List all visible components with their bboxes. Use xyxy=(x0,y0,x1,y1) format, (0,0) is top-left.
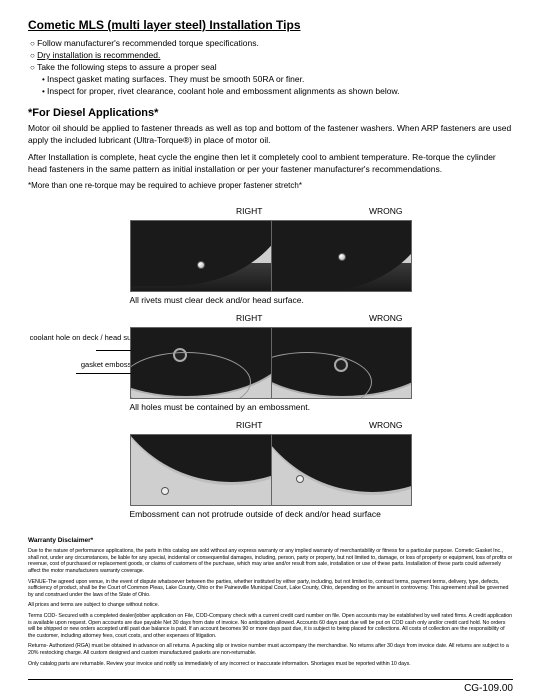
warranty-paragraph: VENUE-The agreed upon venue, in the even… xyxy=(28,579,513,599)
diagram-pair xyxy=(130,327,412,399)
bullet-item: Follow manufacturer's recommended torque… xyxy=(30,38,513,50)
coolant-label: coolant hole on deck / head surface xyxy=(18,333,148,342)
warranty-heading: Warranty Disclaimer* xyxy=(28,537,513,544)
diagram-row-1 xyxy=(28,220,513,292)
warranty-paragraph: Terms COD- Secured with a completed deal… xyxy=(28,613,513,639)
leader-labels: coolant hole on deck / head surface gask… xyxy=(18,333,148,369)
diagram-panel-wrong xyxy=(271,435,411,505)
bullet-text: Dry installation is recommended. xyxy=(37,50,160,60)
sub-bullet-item: Inspect gasket mating surfaces. They mus… xyxy=(42,74,513,86)
footer-rule xyxy=(28,679,513,680)
diagram-pair xyxy=(130,220,412,292)
warranty-paragraph: All prices and terms are subject to chan… xyxy=(28,602,513,609)
wrong-label: WRONG xyxy=(271,313,411,323)
right-label: RIGHT xyxy=(131,420,271,430)
diagram-pair xyxy=(130,434,412,506)
diagram-caption: All rivets must clear deck and/or head s… xyxy=(130,295,412,305)
warranty-paragraph: Only catalog parts are returnable. Revie… xyxy=(28,661,513,668)
right-label: RIGHT xyxy=(131,313,271,323)
sub-bullet-item: Inspect for proper, rivet clearance, coo… xyxy=(42,86,513,98)
diagram-panel-wrong xyxy=(271,221,411,291)
diagram-panel-right xyxy=(131,435,271,505)
diagram-caption: Embossment can not protrude outside of d… xyxy=(130,509,412,519)
page-title: Cometic MLS (multi layer steel) Installa… xyxy=(28,18,513,32)
page-code: CG-109.00 xyxy=(464,683,513,694)
right-wrong-header: RIGHT WRONG xyxy=(28,420,513,430)
diesel-paragraph: After Installation is complete, heat cyc… xyxy=(28,152,513,175)
right-wrong-header: RIGHT WRONG xyxy=(28,206,513,216)
wrong-label: WRONG xyxy=(271,420,411,430)
warranty-paragraph: Returns- Authorized (RGA) must be obtain… xyxy=(28,643,513,656)
diesel-heading: *For Diesel Applications* xyxy=(28,107,513,119)
right-label: RIGHT xyxy=(131,206,271,216)
right-wrong-header: RIGHT WRONG xyxy=(28,313,513,323)
diesel-note: *More than one re-torque may be required… xyxy=(28,181,513,192)
diesel-paragraph: Motor oil should be applied to fastener … xyxy=(28,123,513,146)
diagram-panel-right xyxy=(131,328,271,398)
embossment-label: gasket embossment xyxy=(18,360,148,369)
wrong-label: WRONG xyxy=(271,206,411,216)
diagram-panel-right xyxy=(131,221,271,291)
bullet-item: Take the following steps to assure a pro… xyxy=(30,62,513,74)
warranty-paragraph: Due to the nature of performance applica… xyxy=(28,548,513,574)
diagram-row-3 xyxy=(28,434,513,506)
diagram-caption: All holes must be contained by an emboss… xyxy=(130,402,412,412)
diagram-panel-wrong xyxy=(271,328,411,398)
bullet-item: Dry installation is recommended. xyxy=(30,50,513,62)
diagram-row-2: coolant hole on deck / head surface gask… xyxy=(28,327,513,399)
